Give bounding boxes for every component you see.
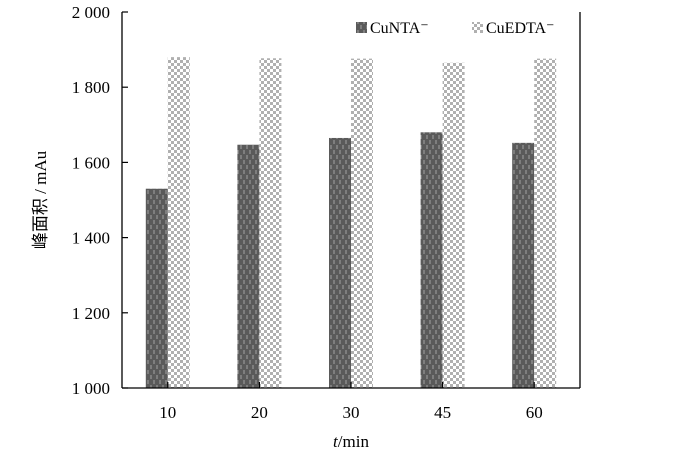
x-tick-label: 60 bbox=[526, 403, 543, 422]
x-axis-title-variable: t bbox=[333, 432, 339, 451]
bar-cunta-60 bbox=[512, 142, 535, 388]
bar-cuedta-45 bbox=[442, 62, 465, 388]
legend-label-cunta: CuNTA⁻ bbox=[370, 20, 429, 37]
y-tick-label: 2 000 bbox=[72, 3, 110, 22]
ticks-layer: 1 000 1 200 1 400 1 600 1 800 2 000 10 20 30 45 60 bbox=[72, 3, 543, 422]
bar-cuedta-20 bbox=[259, 58, 282, 389]
bar-cunta-20 bbox=[237, 144, 260, 388]
x-axis-title-unit: /min bbox=[338, 432, 370, 451]
legend-swatch-cuedta bbox=[472, 22, 483, 33]
x-tick-label: 20 bbox=[251, 403, 268, 422]
y-tick-label: 1 400 bbox=[72, 229, 110, 248]
y-tick-label: 1 000 bbox=[72, 379, 110, 398]
bar-cuedta-10 bbox=[167, 57, 190, 389]
legend-label-cuedta: CuEDTA⁻ bbox=[486, 20, 555, 37]
x-tick-label: 45 bbox=[434, 403, 451, 422]
x-tick-label: 10 bbox=[159, 403, 176, 422]
x-axis-title: t/min bbox=[333, 432, 369, 451]
legend: CuNTA⁻ CuEDTA⁻ bbox=[356, 20, 555, 37]
y-tick-label: 1 800 bbox=[72, 78, 110, 97]
y-axis-title: 峰面积 / mAu bbox=[31, 150, 50, 249]
bars-layer bbox=[145, 57, 557, 389]
x-tick-label: 30 bbox=[343, 403, 360, 422]
bar-cunta-30 bbox=[329, 137, 351, 388]
y-tick-label: 1 200 bbox=[72, 304, 110, 323]
bar-cuedta-60 bbox=[534, 58, 557, 389]
y-tick-label: 1 600 bbox=[72, 153, 110, 172]
bar-cuedta-30 bbox=[351, 58, 373, 389]
bar-cunta-45 bbox=[420, 132, 443, 388]
legend-swatch-cunta bbox=[356, 22, 367, 33]
bar-cunta-10 bbox=[145, 188, 168, 388]
